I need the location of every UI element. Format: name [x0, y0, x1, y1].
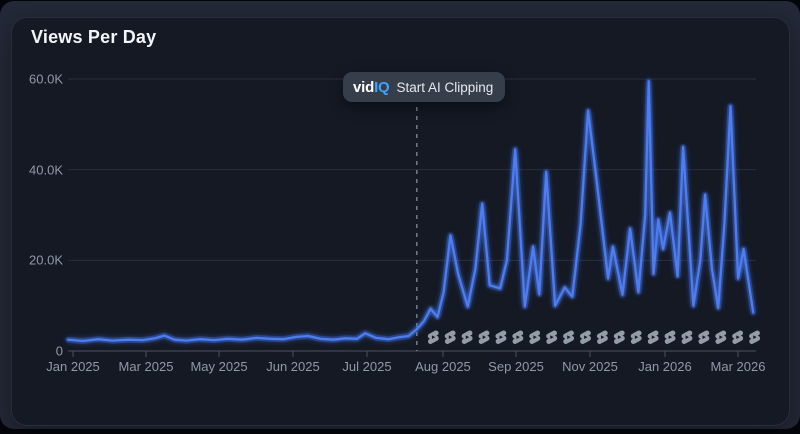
- youtube-shorts-icon: [715, 330, 727, 344]
- youtube-shorts-icon: [529, 330, 541, 344]
- views-line: [66, 80, 755, 343]
- youtube-shorts-icon: [681, 330, 693, 344]
- vidiq-logo-vid: vid: [353, 78, 375, 96]
- youtube-shorts-icon: [698, 330, 710, 344]
- youtube-shorts-icon: [596, 330, 608, 344]
- vidiq-logo-iq: IQ: [374, 78, 390, 96]
- youtube-shorts-icon: [647, 330, 659, 344]
- youtube-shorts-icon: [478, 330, 490, 344]
- youtube-shorts-icon: [444, 330, 456, 344]
- vidiq-logo: vid IQ: [353, 79, 390, 96]
- youtube-shorts-icon: [461, 330, 473, 344]
- youtube-shorts-icon: [495, 330, 507, 344]
- youtube-shorts-icon: [664, 330, 676, 344]
- youtube-shorts-icon: [580, 330, 591, 344]
- youtube-shorts-icon: [732, 330, 744, 344]
- youtube-shorts-icon: [427, 330, 439, 344]
- youtube-shorts-icon: [512, 330, 524, 344]
- page-title: Views Per Day: [31, 27, 157, 47]
- youtube-shorts-icon: [546, 330, 558, 344]
- badge-label: Start AI Clipping: [396, 79, 494, 95]
- vidiq-start-ai-clipping-badge[interactable]: vid IQ Start AI Clipping: [343, 72, 506, 102]
- youtube-shorts-icon: [563, 330, 575, 344]
- youtube-shorts-icon: [613, 330, 625, 344]
- youtube-shorts-icon: [630, 330, 642, 344]
- youtube-shorts-icon: [749, 330, 761, 344]
